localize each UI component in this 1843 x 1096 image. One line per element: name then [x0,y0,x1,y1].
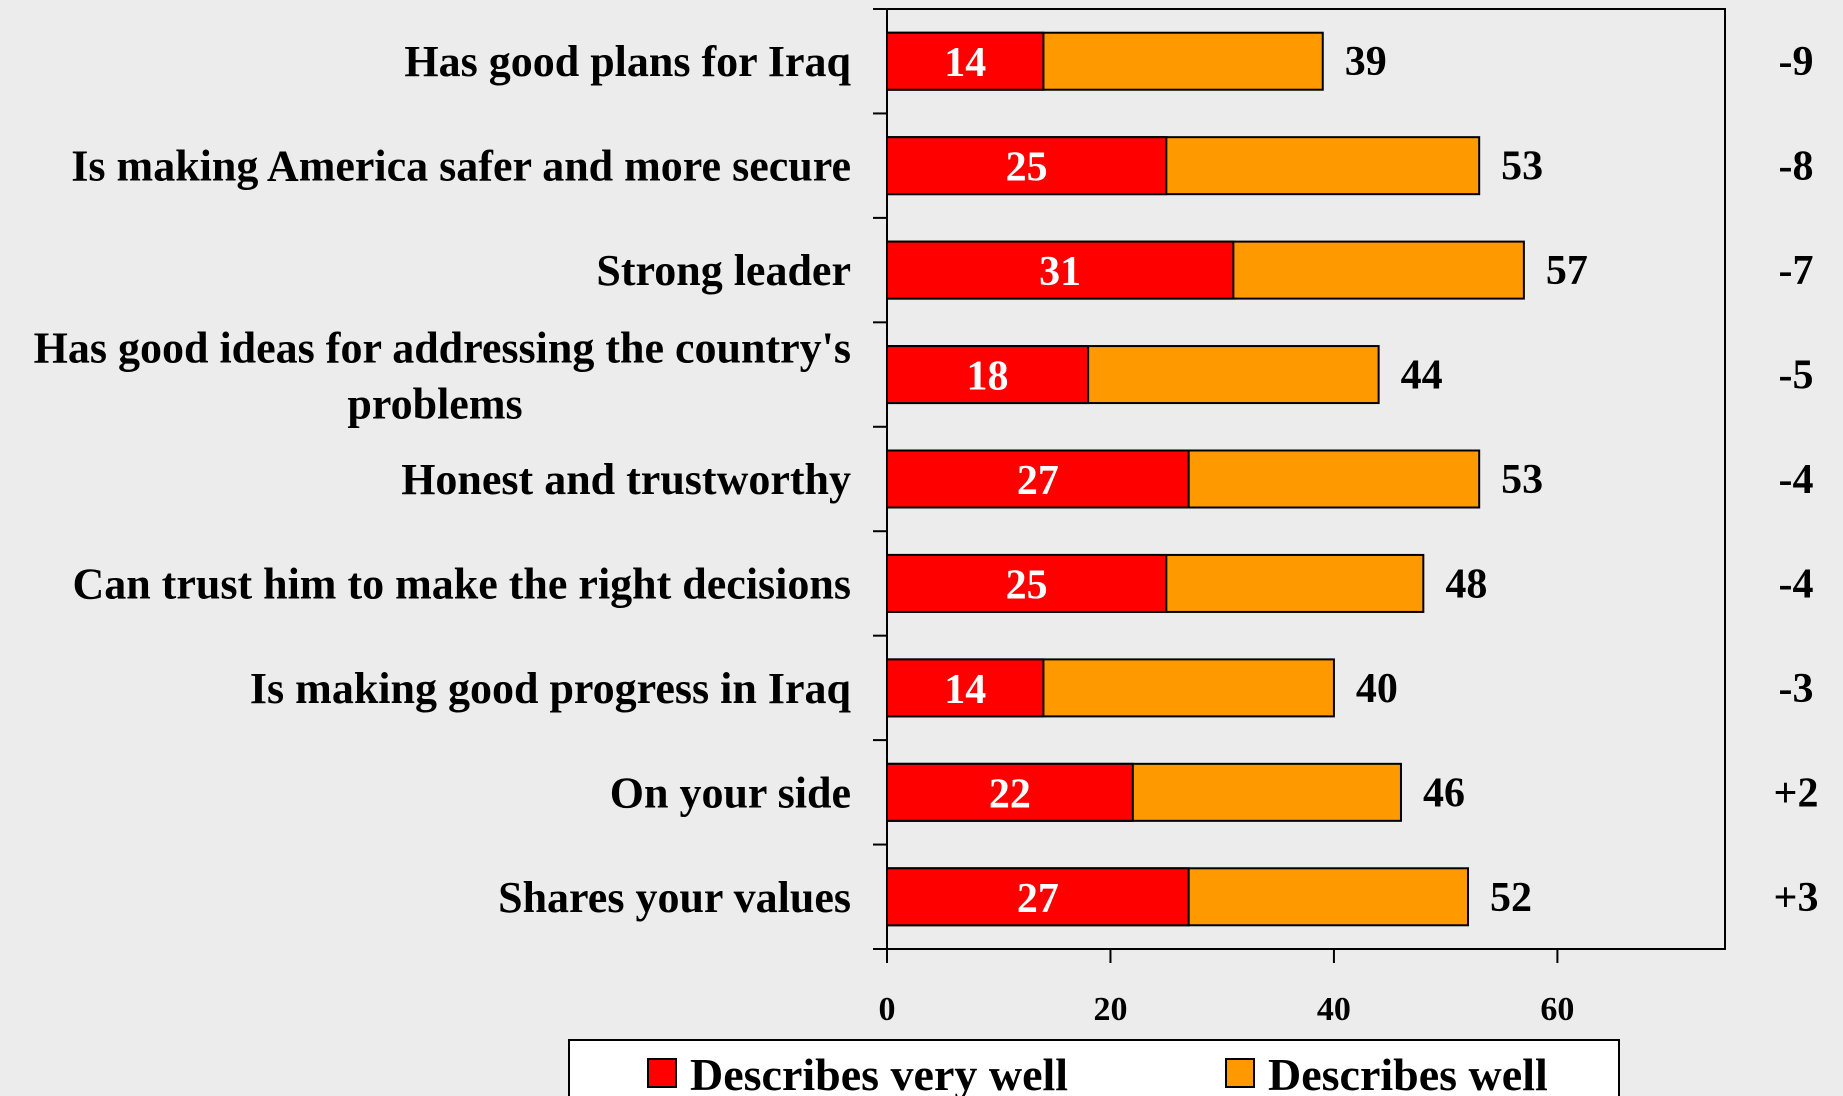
difference-labels: -9 -8 -7 -5 -4 -4 -3 +2 +3 [1774,39,1819,921]
data-label-well: 44 [1401,353,1443,399]
category-labels: Has good plans for Iraq Is making America… [34,37,852,922]
data-label-very-well: 25 [1006,562,1048,608]
category-label: Shares your values [498,873,851,922]
bar-describes-very-well [886,867,1190,927]
data-label-well: 57 [1546,248,1588,294]
bars [886,31,1525,927]
data-label-very-well: 31 [1039,249,1081,295]
category-label: Is making good progress in Iraq [250,664,852,713]
category-label: Strong leader [596,246,851,295]
data-label-very-well: 14 [944,40,986,86]
data-label-very-well: 14 [944,667,986,713]
bar-describes-very-well [886,553,1168,613]
bar-describes-very-well [886,240,1235,300]
data-label-very-well: 18 [967,354,1009,400]
x-tick-label: 40 [1317,991,1351,1028]
x-axis: 0 20 40 60 [879,949,1574,1028]
data-label-very-well: 27 [1017,458,1059,504]
data-label-well: 46 [1423,770,1465,816]
bar-describes-very-well [886,658,1045,718]
difference-label: -9 [1779,39,1814,85]
difference-label: -4 [1779,561,1814,607]
category-label: Honest and trustworthy [401,455,851,504]
difference-label: +3 [1774,875,1819,921]
category-label: Can trust him to make the right decision… [72,559,851,608]
bar-describes-very-well [886,136,1168,196]
difference-label: -7 [1779,248,1814,294]
data-label-very-well: 25 [1006,145,1048,191]
x-tick-label: 20 [1093,991,1127,1028]
data-label-very-well: 27 [1017,876,1059,922]
data-label-well: 48 [1445,561,1487,607]
data-label-well: 40 [1356,666,1398,712]
data-label-well: 52 [1490,875,1532,921]
data-label-well: 53 [1501,457,1543,503]
bar-describes-very-well [886,762,1134,822]
difference-label: -3 [1779,666,1814,712]
category-label: Is making America safer and more secure [71,142,851,191]
category-label: Has good ideas for addressing the countr… [34,324,851,429]
legend-box [568,1039,1620,1096]
x-tick-label: 0 [879,991,896,1028]
data-label-very-well: 22 [989,771,1031,817]
bar-describes-very-well [886,31,1045,91]
category-label: Has good plans for Iraq [404,37,851,86]
data-label-well: 53 [1501,144,1543,190]
legend-swatch-very-well [647,1058,677,1088]
x-tick-label: 60 [1540,991,1574,1028]
difference-label: -4 [1779,457,1814,503]
legend-swatch-well [1225,1058,1255,1088]
legend-label-well: Describes well [1268,1049,1548,1096]
legend-label-very-well: Describes very well [690,1049,1068,1096]
difference-label: -8 [1779,144,1814,190]
value-labels: 14 39 25 53 31 57 18 44 27 53 25 48 14 40 22 46 27 52 [944,39,1588,922]
bar-describes-very-well [886,345,1090,405]
bar-describes-very-well [886,449,1190,509]
difference-label: +2 [1774,770,1819,816]
data-label-well: 39 [1345,39,1387,85]
difference-label: -5 [1779,353,1814,399]
category-label: On your side [610,768,851,817]
legend: Describes very well Describes well [568,1039,1620,1096]
